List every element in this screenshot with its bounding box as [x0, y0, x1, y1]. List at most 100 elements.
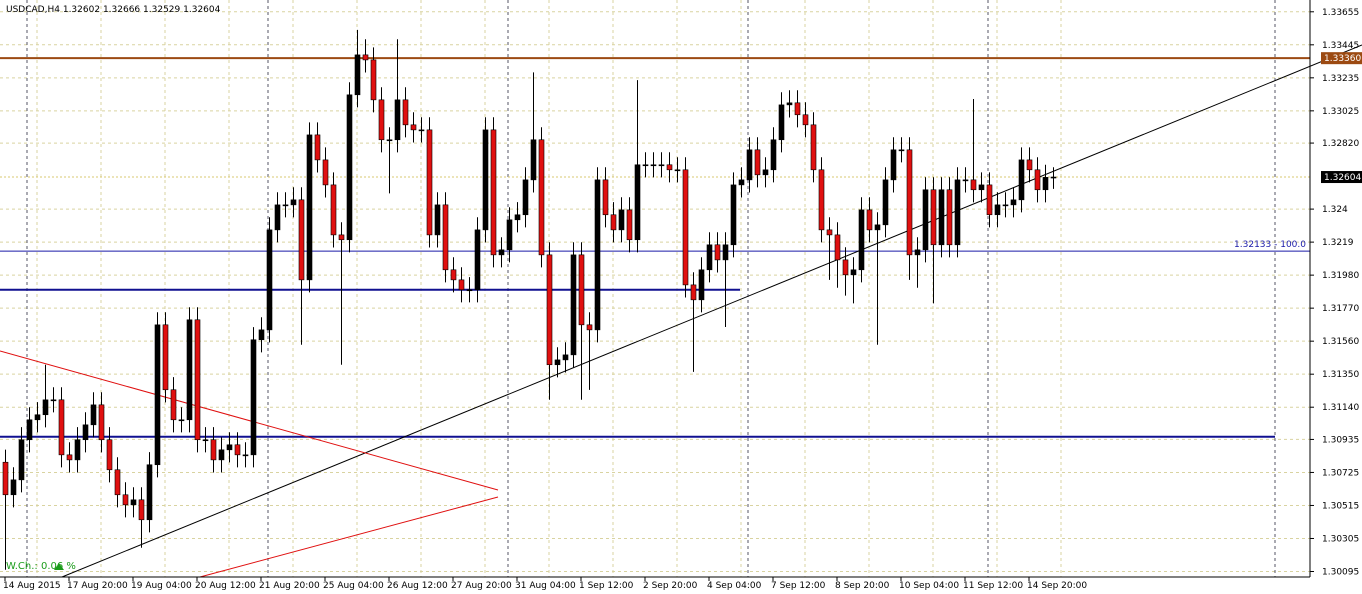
y-tick-label: 1.33655 — [1322, 8, 1359, 18]
x-tick-label: 2 Sep 20:00 — [643, 581, 698, 591]
candle-body — [2, 461, 9, 496]
y-tick-label: 1.31980 — [1322, 271, 1359, 281]
candle-body — [394, 99, 401, 141]
candle-body — [722, 244, 729, 261]
candle-body — [162, 324, 169, 391]
candle-body — [482, 129, 489, 231]
candle-body — [698, 269, 705, 301]
y-tick-label: 1.30515 — [1322, 501, 1359, 511]
candle-body — [562, 354, 569, 361]
bid-box — [1321, 171, 1362, 184]
candle-body — [354, 54, 361, 96]
candle-body — [610, 214, 617, 231]
candle-body — [962, 179, 969, 182]
candle-body — [498, 249, 505, 256]
candle-body — [658, 164, 665, 167]
candle-body — [1050, 176, 1057, 179]
candle-body — [746, 149, 753, 181]
candle-body — [434, 204, 441, 236]
candle-body — [874, 224, 881, 231]
candle-body — [890, 149, 897, 181]
candle-body — [290, 199, 297, 206]
candle-body — [194, 319, 201, 441]
ohlc-low: 1.32529 — [143, 5, 180, 15]
candle-body — [466, 289, 473, 292]
wedge-line — [0, 350, 499, 491]
candle-body — [266, 229, 273, 331]
candle-body — [402, 99, 409, 126]
candle-body — [650, 164, 657, 167]
x-tick-label: 26 Aug 12:00 — [387, 581, 448, 591]
x-tick-label: 14 Aug 2015 — [3, 581, 61, 591]
candle-body — [1010, 199, 1017, 206]
indicator-arrow — [54, 563, 64, 570]
y-tick-label: 1.31350 — [1322, 370, 1359, 380]
ohlc-close: 1.32604 — [183, 5, 220, 15]
candle-body — [10, 479, 17, 496]
indicator: W.Ch.: 0.06 % — [6, 561, 76, 572]
x-tick-label: 20 Aug 12:00 — [195, 581, 256, 591]
candle-body — [90, 404, 97, 426]
candle-body — [770, 139, 777, 171]
x-tick-label: 11 Sep 12:00 — [963, 581, 1023, 591]
candle-body — [738, 179, 745, 186]
candle-body — [578, 254, 585, 326]
grid — [0, 0, 1310, 577]
candle-body — [274, 204, 281, 231]
candle-body — [282, 204, 289, 207]
candle-body — [994, 204, 1001, 216]
candle-body — [714, 244, 721, 261]
candle-body — [362, 54, 369, 61]
candle-body — [818, 169, 825, 231]
candle-body — [978, 184, 985, 191]
candle-body — [130, 499, 137, 506]
candle-body — [666, 164, 673, 171]
y-tick-label: 1.33235 — [1322, 74, 1359, 84]
candle-body — [386, 139, 393, 142]
y-tick-label: 1.30095 — [1322, 567, 1359, 577]
x-tick-label: 4 Sep 04:00 — [707, 581, 762, 591]
candle-body — [322, 159, 329, 186]
candle-body — [370, 59, 377, 101]
candle-body — [786, 102, 793, 106]
candle-body — [682, 169, 689, 286]
candle-body — [754, 149, 761, 176]
candle-body — [458, 279, 465, 291]
y-tick-label: 1.32820 — [1322, 139, 1359, 149]
candle-body — [826, 229, 833, 236]
y-tick-label: 1.30305 — [1322, 534, 1359, 544]
candle-body — [66, 454, 73, 461]
x-tick-label: 27 Aug 20:00 — [451, 581, 512, 591]
candle-body — [570, 254, 577, 356]
symbol: USDCAD,H4 — [6, 5, 60, 15]
x-tick-label: 25 Aug 04:00 — [323, 581, 384, 591]
candles — [2, 29, 1057, 570]
candle-body — [706, 244, 713, 271]
candle-body — [514, 214, 521, 221]
candle-body — [170, 389, 177, 421]
y-tick-label: 1.324 — [1322, 205, 1348, 215]
candle-body — [186, 319, 193, 421]
candle-body — [114, 469, 121, 496]
candle-body — [938, 189, 945, 246]
candle-body — [898, 149, 905, 152]
candle-body — [146, 464, 153, 521]
y-tick-label: 1.33025 — [1322, 107, 1359, 117]
candle-body — [474, 229, 481, 291]
candle-body — [426, 129, 433, 236]
candle-body — [586, 324, 593, 331]
candle-body — [338, 234, 345, 241]
candle-body — [522, 179, 529, 216]
wedge-line — [199, 496, 499, 578]
trend-line — [61, 44, 1362, 578]
candle-body — [226, 444, 233, 451]
candle-body — [346, 94, 353, 241]
candle-body — [618, 209, 625, 231]
drawings — [0, 44, 1362, 578]
y-tick-label: 1.30935 — [1322, 435, 1359, 445]
ohlc-high: 1.32666 — [103, 5, 140, 15]
candle-body — [794, 102, 801, 116]
candle-body — [1026, 159, 1033, 171]
